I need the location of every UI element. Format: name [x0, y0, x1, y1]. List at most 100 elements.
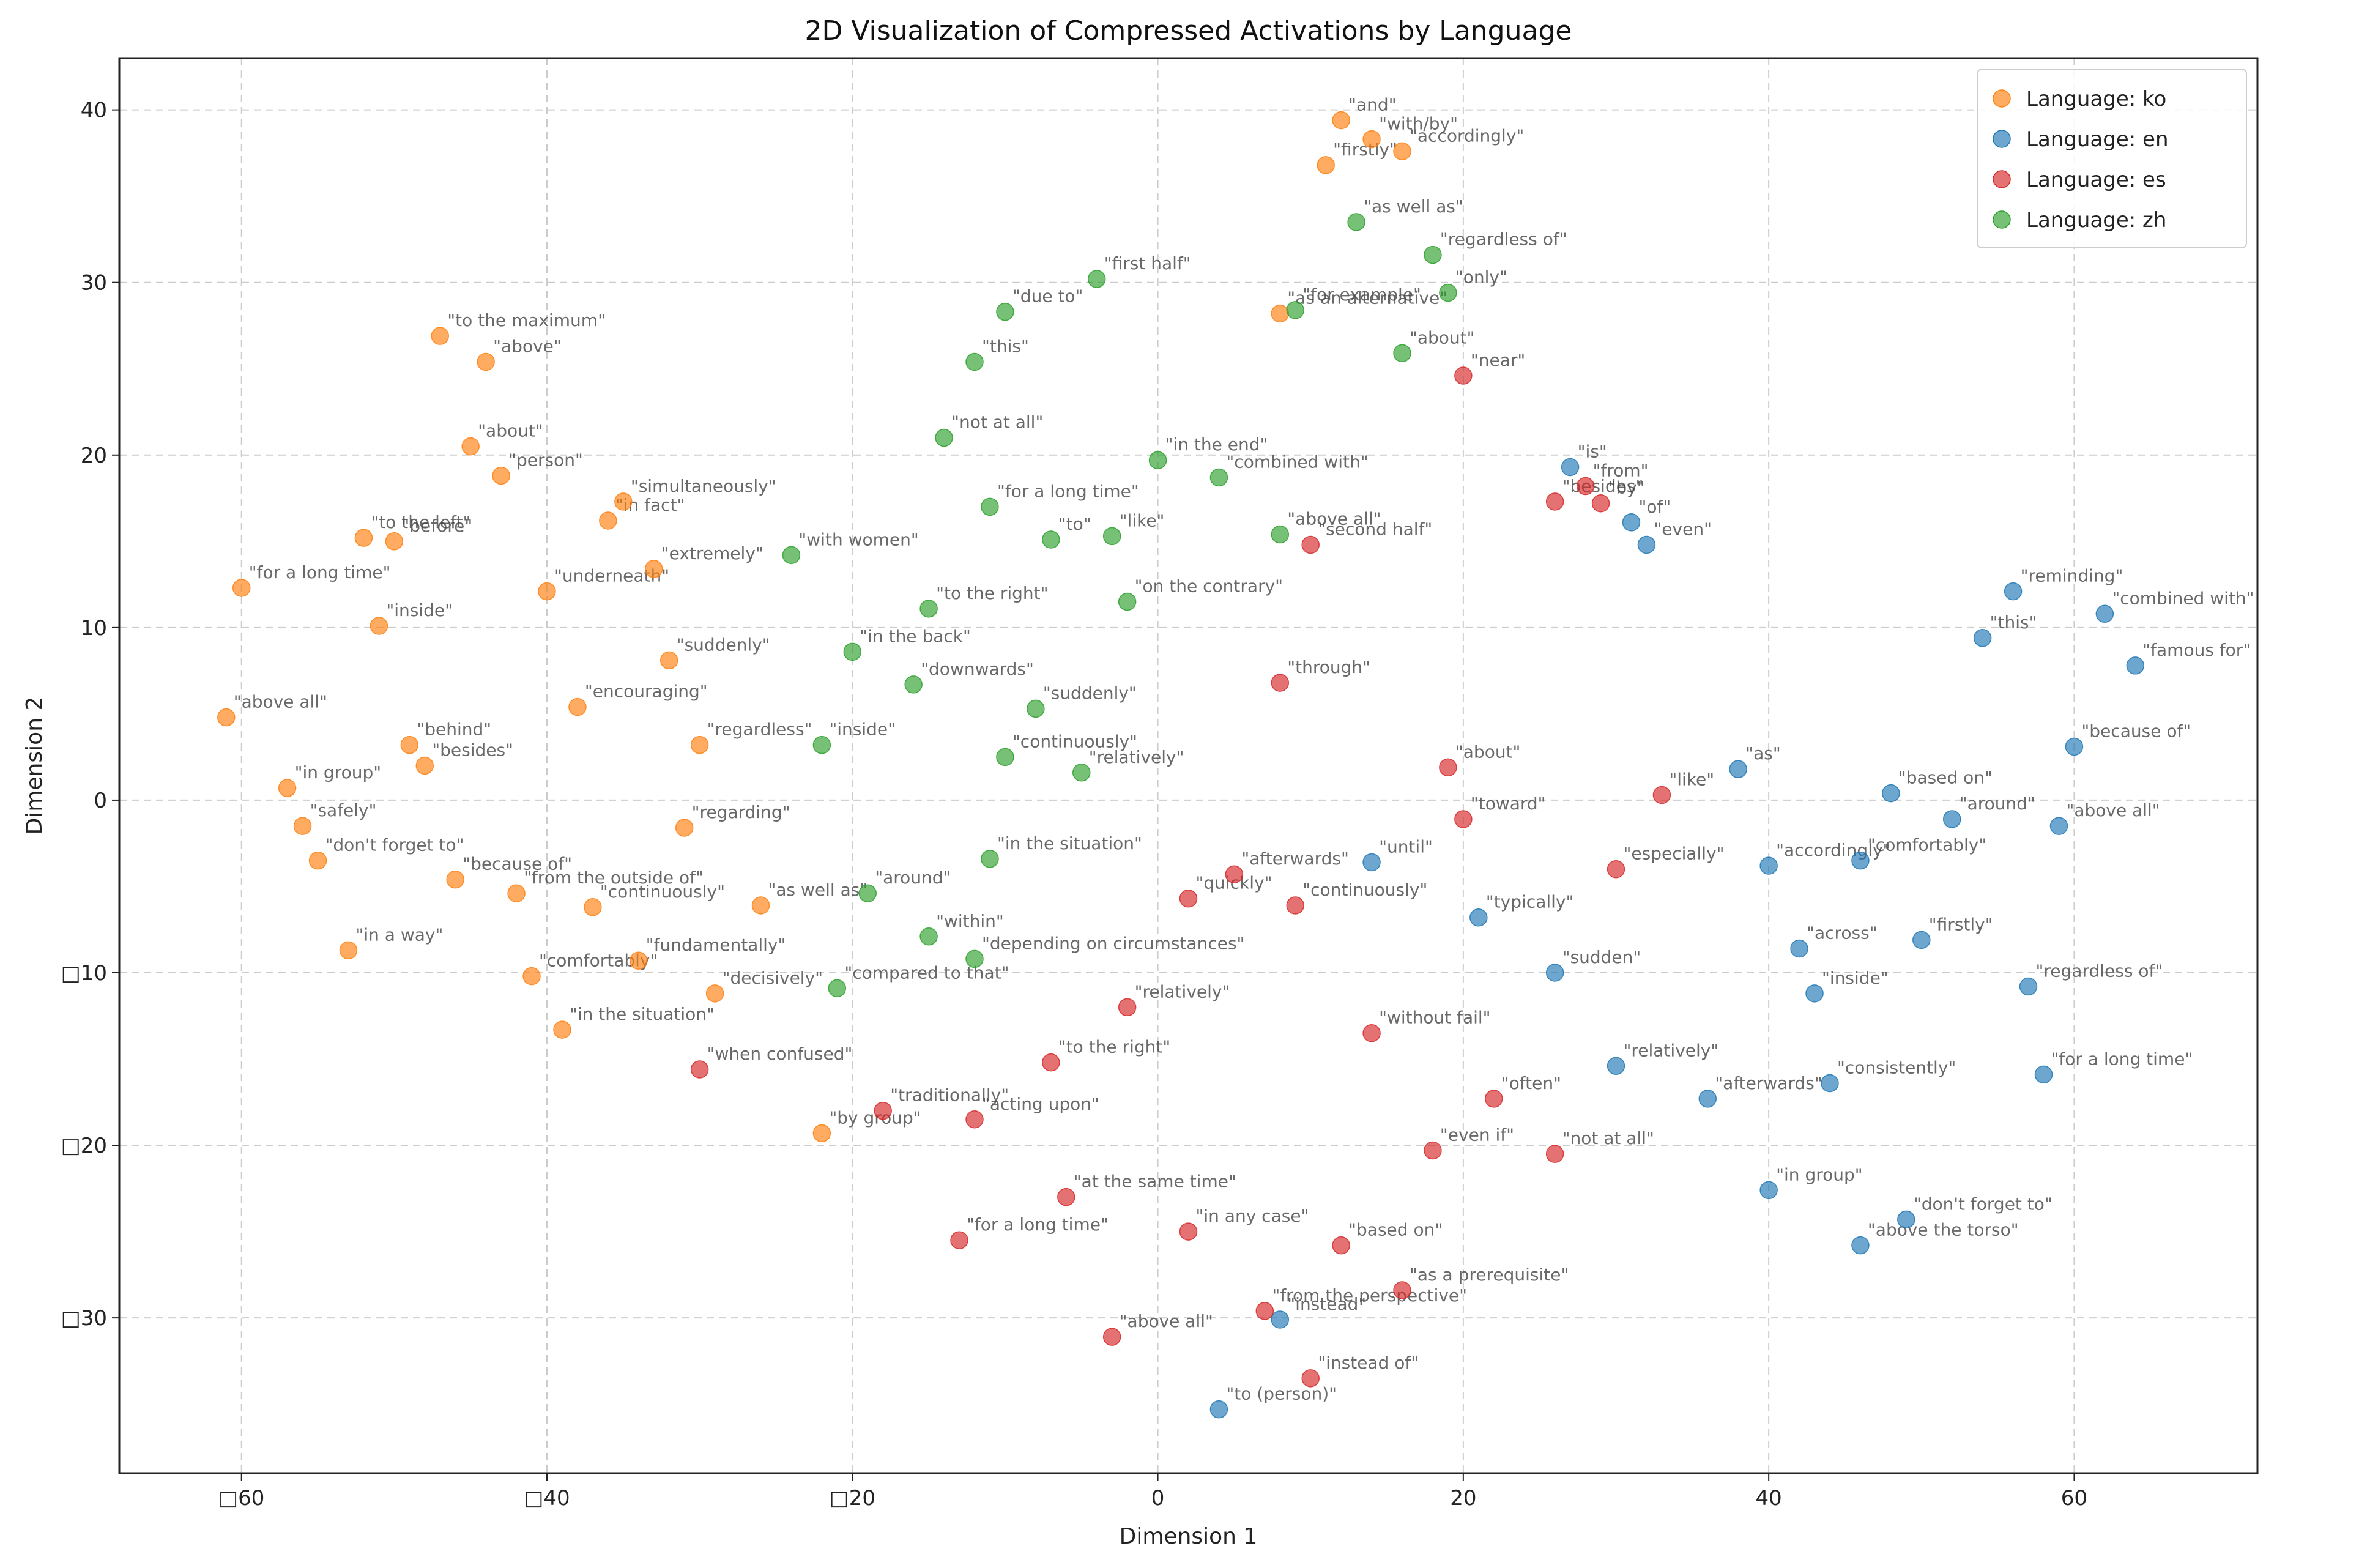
scatter-point	[950, 1231, 968, 1249]
point-label: "due to"	[1012, 286, 1083, 307]
point-label: "simultaneously"	[631, 476, 776, 496]
point-label: "in the situation"	[997, 833, 1142, 853]
scatter-point	[1118, 998, 1137, 1017]
x-tick-label: □20	[830, 1486, 875, 1510]
y-tick-label: 20	[81, 444, 107, 468]
point-label: "first half"	[1104, 253, 1191, 273]
scatter-point	[996, 302, 1014, 321]
scatter-point	[599, 511, 617, 530]
scatter-point	[1332, 111, 1350, 130]
point-label: "from the perspective"	[1272, 1285, 1467, 1306]
scatter-point	[461, 437, 480, 456]
scatter-point	[1424, 1141, 1442, 1160]
point-label: "around"	[875, 868, 951, 888]
legend: Language: ko Language: en Language: es Lang…	[1977, 69, 2247, 248]
point-labels: "above all" "for a long time" "in group" "s…	[234, 95, 2254, 1404]
scatter-point	[1271, 525, 1290, 544]
scatter-point	[1209, 468, 1228, 487]
point-label: "instead of"	[1318, 1353, 1419, 1373]
scatter-point	[1118, 592, 1137, 611]
point-label: "for a long time"	[967, 1214, 1109, 1235]
scatter-point	[1347, 213, 1365, 231]
point-label: "especially"	[1624, 844, 1725, 864]
point-label: "comfortably"	[1868, 835, 1986, 855]
point-label: "besides"	[432, 740, 513, 760]
scatter-point	[385, 532, 404, 551]
point-label: "compared to that"	[844, 962, 1009, 983]
legend-entry: Language: en	[2026, 127, 2169, 152]
scatter-point	[553, 1020, 571, 1039]
point-label: "above all"	[2066, 800, 2160, 820]
chart-title: 2D Visualization of Compressed Activatio…	[805, 15, 1572, 46]
scatter-point	[1821, 1074, 1839, 1093]
scatter-point	[1545, 1145, 1564, 1163]
x-axis-label: Dimension 1	[1120, 1524, 1258, 1549]
point-label: "for a long time"	[997, 481, 1139, 501]
point-label: "as well as"	[1364, 196, 1463, 217]
scatter-point	[919, 600, 938, 618]
scatter-point	[568, 697, 587, 716]
scatter-point	[630, 951, 648, 970]
scatter-point	[1072, 764, 1091, 782]
point-label: "about"	[478, 421, 543, 441]
legend-marker	[1993, 210, 2011, 229]
scatter-point	[690, 1060, 709, 1079]
point-label: "within"	[936, 911, 1004, 931]
scatter-point	[1485, 1090, 1503, 1108]
scatter-point	[1362, 1024, 1381, 1042]
point-label: "suddenly"	[1043, 683, 1137, 703]
scatter-point	[1851, 1236, 1870, 1255]
point-label: "with women"	[798, 529, 918, 549]
scatter-point	[935, 428, 953, 447]
legend-marker	[1993, 89, 2011, 108]
scatter-point	[1454, 810, 1473, 828]
scatter-point	[370, 617, 388, 635]
x-tick-label: □60	[218, 1486, 264, 1510]
plot-frame	[118, 57, 2259, 1474]
scatter-point	[1973, 629, 1992, 647]
point-label: "famous for"	[2142, 640, 2251, 660]
scatter-point	[812, 735, 831, 754]
point-label: "typically"	[1486, 892, 1574, 912]
scatter-point	[1439, 758, 1457, 777]
scatter-point	[1393, 142, 1411, 161]
data-points	[217, 111, 2145, 1419]
point-label: "relatively"	[1135, 981, 1230, 1001]
scatter-point	[1591, 494, 1610, 513]
scatter-point	[1424, 245, 1442, 264]
scatter-point	[1301, 1369, 1320, 1388]
point-label: "without fail"	[1379, 1008, 1491, 1028]
point-label: "in the end"	[1165, 434, 1268, 455]
point-label: "don't forget to"	[325, 835, 464, 855]
scatter-point	[645, 560, 663, 578]
scatter-point	[874, 1101, 892, 1120]
point-label: "when confused"	[707, 1044, 853, 1064]
scatter-point	[415, 756, 434, 775]
scatter-point	[1652, 786, 1671, 804]
point-label: "relatively"	[1624, 1040, 1719, 1060]
point-label: "above the torso"	[1868, 1220, 2019, 1240]
legend-box	[1977, 69, 2247, 248]
x-tick-label: 0	[1151, 1486, 1165, 1510]
point-label: "for a long time"	[2051, 1049, 2193, 1069]
scatter-point	[477, 352, 495, 371]
point-label: "inside"	[1822, 968, 1889, 988]
scatter-point	[2095, 604, 2114, 623]
scatter-point	[1942, 810, 1961, 828]
point-label: "in group"	[295, 762, 382, 782]
scatter-point	[1362, 853, 1381, 872]
point-label: "behind"	[417, 719, 491, 740]
point-label: "regardless"	[707, 719, 812, 740]
point-label: "above all"	[234, 692, 327, 712]
scatter-point	[1897, 1210, 1915, 1229]
point-label: "to"	[1058, 514, 1091, 534]
point-label: "near"	[1471, 350, 1525, 370]
point-label: "before"	[401, 516, 472, 536]
scatter-point	[904, 675, 923, 694]
point-label: "as"	[1745, 743, 1781, 764]
scatter-point	[1805, 984, 1824, 1003]
scatter-point	[308, 851, 327, 870]
scatter-point	[1286, 896, 1304, 915]
